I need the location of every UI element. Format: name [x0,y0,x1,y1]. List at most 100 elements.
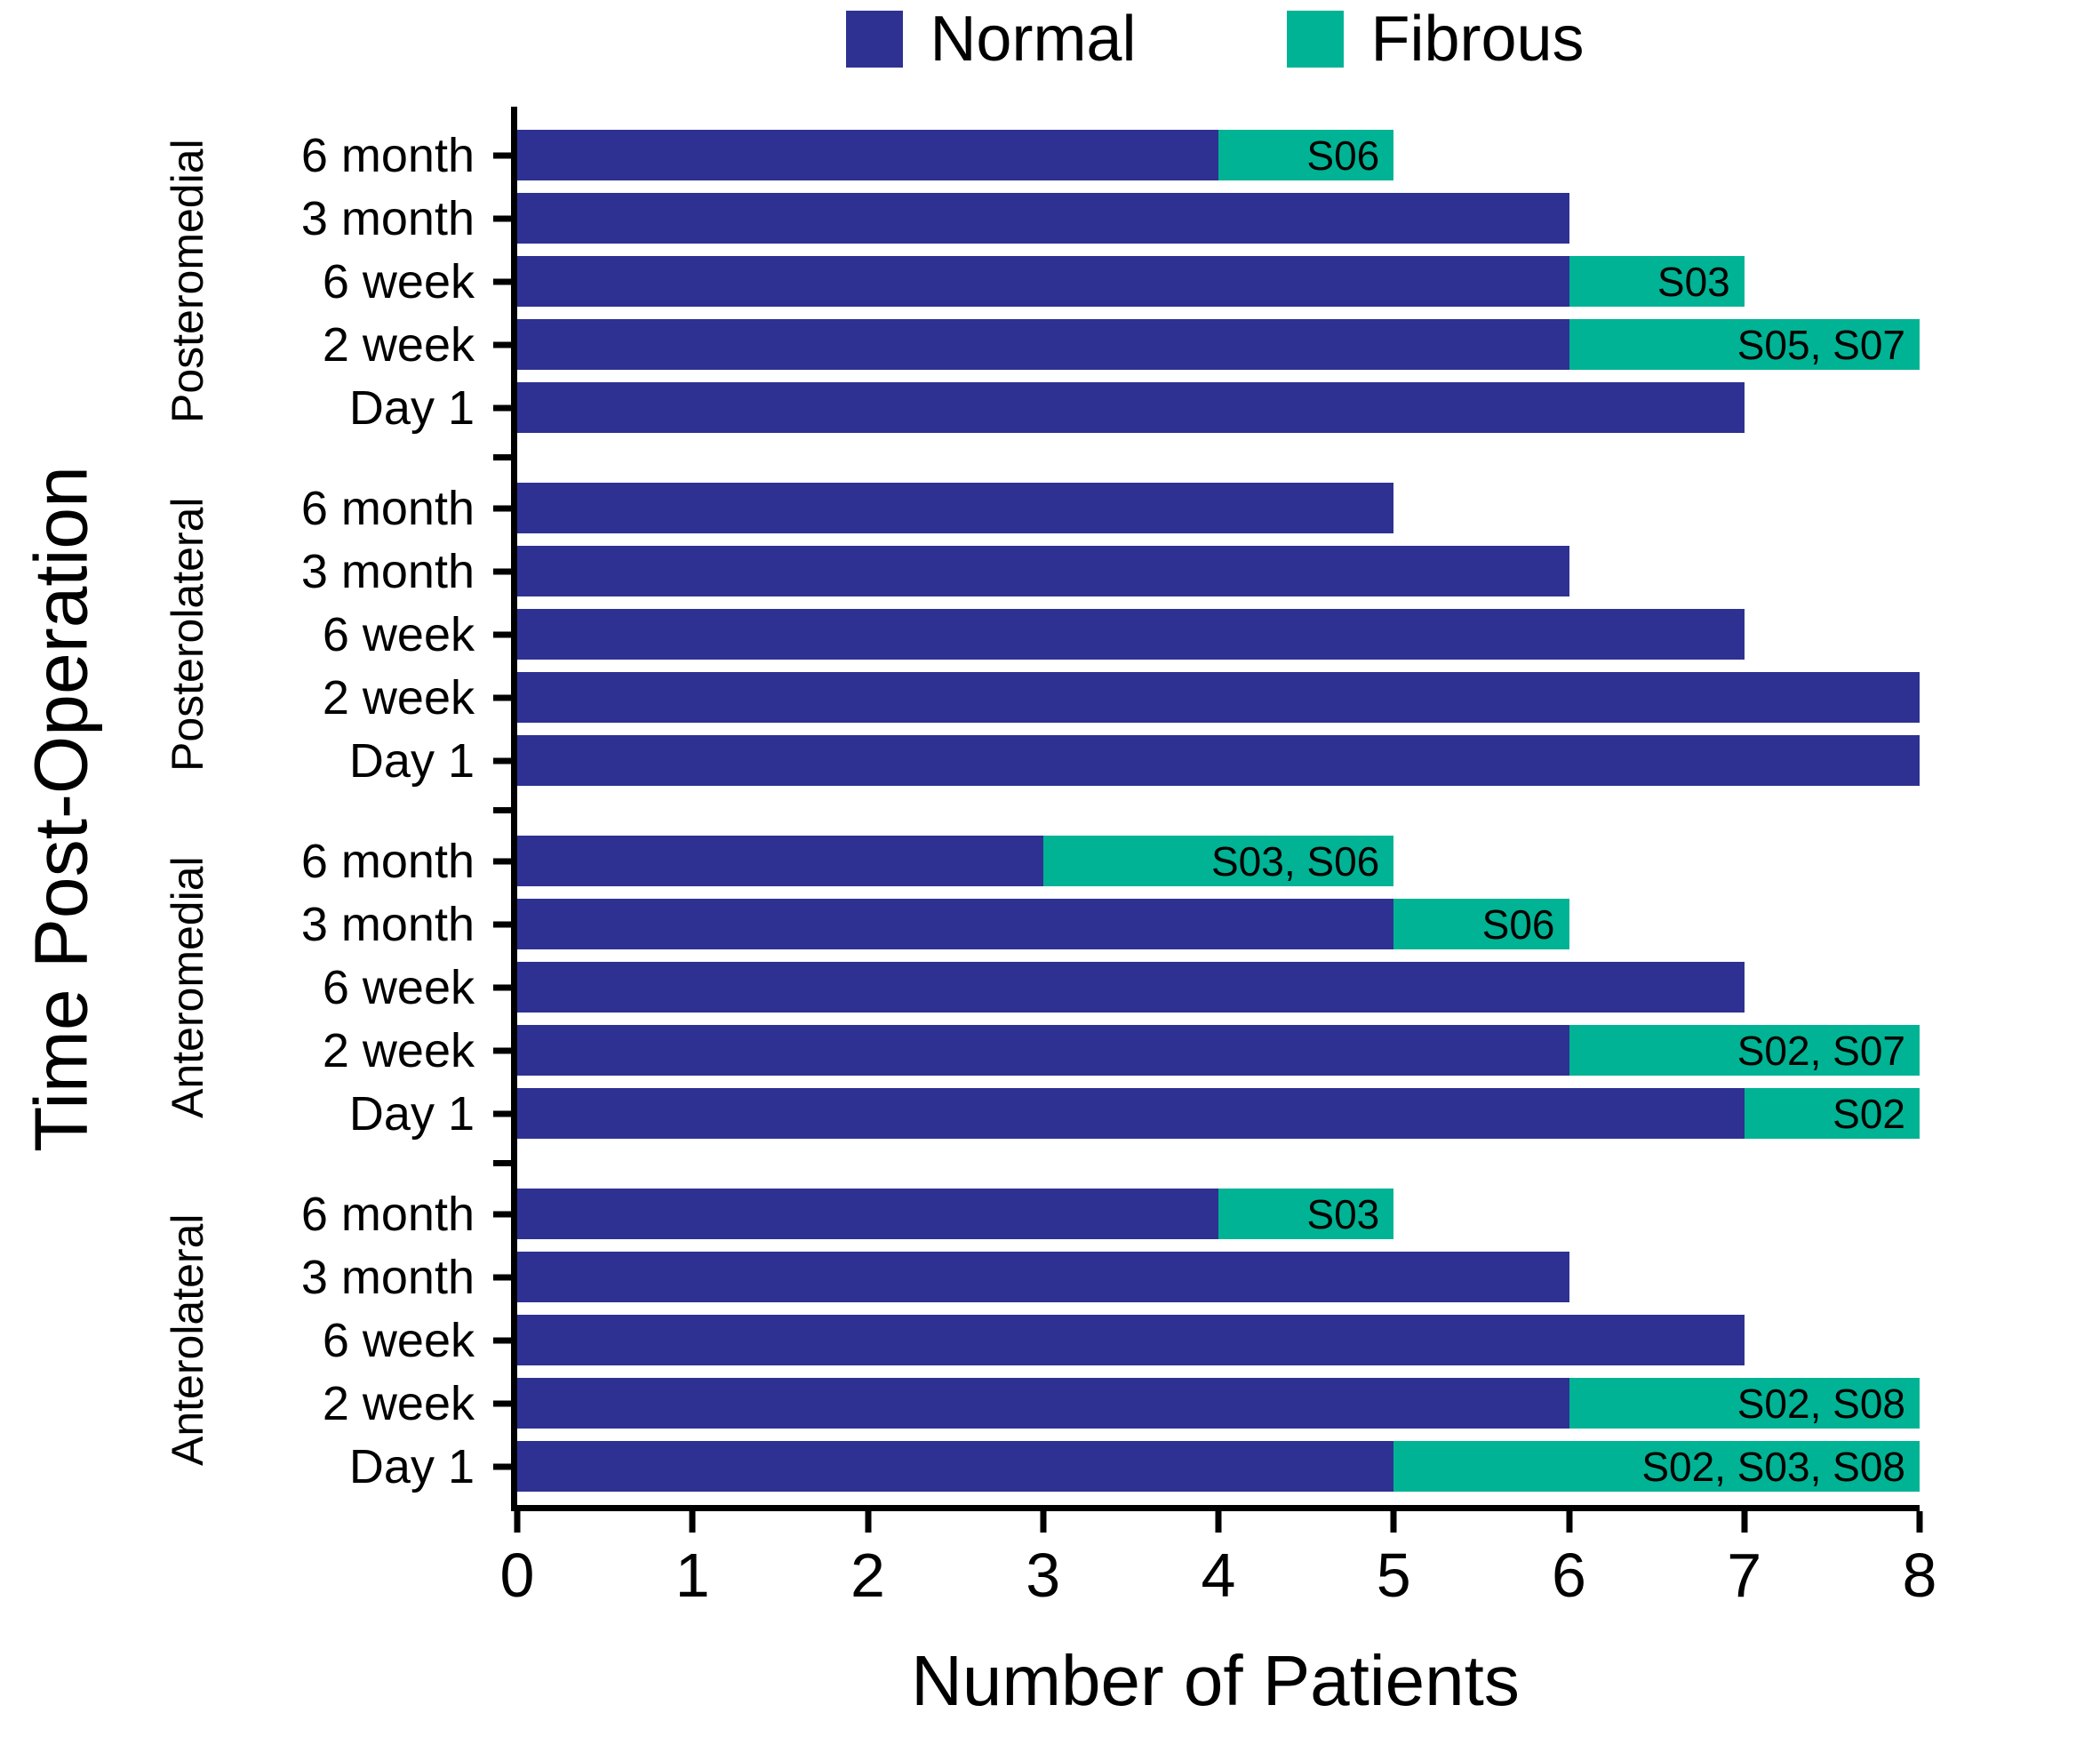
row-tick-label: 3 month [300,897,475,951]
row-tick-label: 2 week [322,317,475,372]
normal-bar-segment [517,735,1920,786]
row-tick-label: Day 1 [348,380,475,435]
normal-bar-segment [517,256,1569,307]
bar-row: 2 week [323,671,1920,724]
subject-annotation: S03 [1306,1190,1380,1237]
normal-bar-segment [517,1025,1569,1076]
group-label: Posteromedial [163,139,212,424]
bar-track [517,546,1920,596]
fibrous-bar-segment: S02, S08 [1569,1378,1920,1429]
row-tick-label: 6 week [322,607,475,661]
bar-track [517,735,1920,786]
y-tick-mark [493,631,511,637]
fibrous-bar-segment: S02, S03, S08 [1393,1441,1920,1492]
x-tick-mark [1566,1511,1572,1533]
y-tick-mark [493,921,511,927]
bar-row: 2 week S02, S08 [323,1377,1920,1430]
bar-track [517,193,1920,244]
row-tick-label: Day 1 [348,1439,475,1493]
row-tick-label: 3 month [300,1250,475,1304]
bar-row: 3 month S06 [301,898,1920,951]
bar-track: S03 [517,256,1920,307]
x-tick-label: 5 [1376,1541,1411,1610]
fibrous-bar-segment: S05, S07 [1569,319,1920,370]
fibrous-bar-segment: S03 [1218,1189,1394,1239]
subject-annotation: S03, S06 [1210,837,1380,885]
x-tick-mark [1741,1511,1748,1533]
row-tick-label: 3 month [300,544,475,598]
x-tick-mark [514,1511,521,1533]
y-tick-mark [493,1047,511,1053]
y-tick-mark [493,278,511,284]
row-tick-label: 3 month [300,191,475,245]
fibrous-bar-segment: S02 [1744,1088,1920,1139]
y-tick-mark [493,341,511,348]
legend-label-normal: Normal [930,4,1137,75]
normal-bar-segment [517,836,1043,886]
normal-bar-segment [517,609,1745,660]
x-tick-label: 8 [1902,1541,1937,1610]
bar-track [517,382,1920,433]
bar-row: Day 1 [349,734,1920,788]
y-tick-mark [493,1337,511,1343]
bar-group-anteromedial: Anteromedial 6 month S03, S06 3 month S06 6 w… [163,807,1920,1141]
bar-track [517,1252,1920,1302]
y-tick-mark [493,568,511,574]
x-tick-label: 3 [1026,1541,1061,1610]
x-tick-label: 6 [1552,1541,1586,1610]
group-label: Posterolateral [163,497,212,772]
normal-bar-segment [517,382,1745,433]
row-tick-label: 2 week [322,670,475,724]
bar-row: 6 month [301,482,1920,535]
bar-row: 6 month S03, S06 [301,835,1920,888]
subject-annotation: S02 [1833,1090,1905,1137]
fibrous-bar-segment: S03 [1569,256,1745,307]
normal-bar-segment [517,672,1920,723]
bar-track: S02, S03, S08 [517,1441,1920,1492]
bar-row: 6 week [323,608,1920,661]
normal-bar-segment [517,546,1569,596]
subject-annotation: S06 [1306,132,1380,179]
bar-groups: Posteromedial 6 month S06 3 month 6 week S03 2… [163,129,1920,1493]
fibrous-bar-segment: S02, S07 [1569,1025,1920,1076]
y-tick-mark [493,858,511,864]
bar-row: 3 month [301,545,1920,598]
normal-bar-segment [517,962,1745,1013]
row-tick-label: 6 month [300,481,475,535]
subject-annotation: S05, S07 [1737,321,1905,368]
fibrous-swatch-icon [1287,11,1345,68]
normal-bar-segment [517,1252,1569,1302]
bar-track: S05, S07 [517,319,1920,370]
subject-annotation: S02, S03, S08 [1641,1443,1905,1490]
y-tick-mark [493,694,511,700]
normal-bar-segment [517,1088,1745,1139]
x-tick-mark [1215,1511,1222,1533]
subject-annotation: S02, S07 [1737,1027,1905,1074]
row-tick-label: 6 month [300,834,475,888]
bar-group-posterolateral: Posterolateral 6 month 3 month 6 week 2 week… [163,454,1920,788]
bar-row: 6 month S03 [301,1188,1920,1241]
bar-track: S02 [517,1088,1920,1139]
normal-bar-segment [517,1441,1394,1492]
y-tick-mark [493,1211,511,1217]
bar-track: S03, S06 [517,836,1920,886]
normal-swatch-icon [846,11,904,68]
bar-track [517,962,1920,1013]
y-tick-mark [493,1274,511,1280]
bar-group-posteromedial: Posteromedial 6 month S06 3 month 6 week S03 2… [163,129,1920,435]
y-tick-mark [493,505,511,511]
bar-track [517,1315,1920,1365]
row-tick-label: 6 month [300,1187,475,1241]
legend: Normal Fibrous [511,7,1920,71]
row-tick-label: 2 week [322,1376,475,1430]
x-tick-mark [865,1511,871,1533]
normal-bar-segment [517,1189,1218,1239]
bar-row: 6 week [323,961,1920,1014]
y-tick-mark [493,984,511,990]
row-tick-label: 6 week [322,254,475,308]
y-tick-mark [493,215,511,221]
row-tick-label: Day 1 [348,1086,475,1141]
bar-row: 3 month [301,192,1920,245]
x-tick-label: 7 [1727,1541,1762,1610]
